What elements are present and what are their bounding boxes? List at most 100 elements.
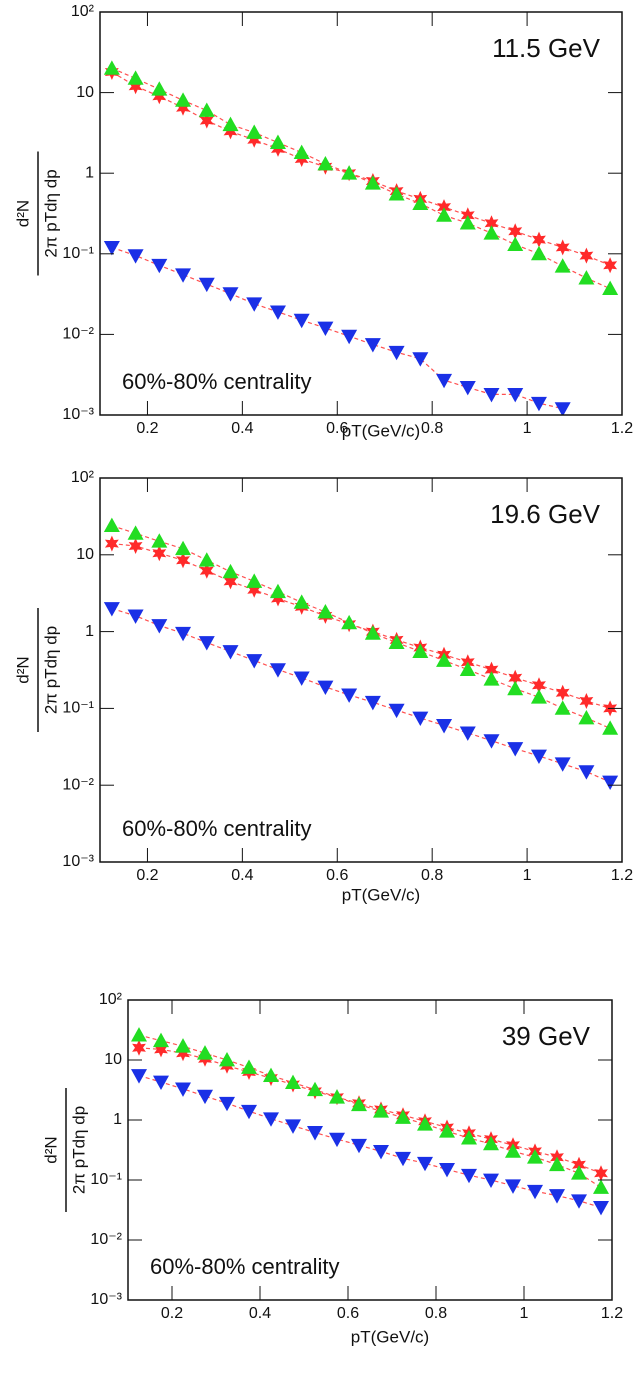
marker — [483, 225, 500, 240]
marker — [341, 329, 358, 345]
marker — [219, 1096, 235, 1112]
y-tick-label: 10⁻³ — [90, 1291, 122, 1308]
marker — [197, 1089, 213, 1105]
marker — [175, 268, 192, 283]
marker — [412, 711, 429, 726]
x-tick-label: 0.2 — [161, 1305, 183, 1322]
marker — [175, 92, 192, 107]
marker — [484, 215, 499, 232]
marker — [293, 313, 310, 329]
marker — [175, 540, 192, 556]
marker — [388, 186, 405, 201]
marker — [530, 689, 547, 704]
marker — [483, 671, 500, 686]
marker — [127, 249, 144, 264]
marker — [151, 619, 168, 634]
marker — [437, 199, 451, 216]
y-label-denominator: 2π pTdη dp — [41, 169, 60, 257]
marker — [554, 258, 571, 273]
marker — [555, 684, 570, 701]
marker — [175, 1082, 191, 1097]
y-axis-label: d²N 2π pTdη dp — [13, 151, 60, 276]
x-tick-label: 0.6 — [326, 867, 348, 884]
marker — [127, 70, 144, 85]
fit-line — [111, 71, 611, 266]
frame — [99, 477, 623, 863]
marker — [571, 1194, 587, 1209]
marker — [351, 1096, 367, 1112]
marker — [176, 552, 190, 569]
marker — [412, 352, 429, 367]
marker — [351, 1138, 367, 1154]
marker — [603, 257, 618, 274]
marker — [554, 757, 571, 772]
x-tick-label: 1 — [523, 420, 532, 437]
marker — [241, 1059, 257, 1074]
marker — [317, 680, 334, 695]
marker — [459, 215, 476, 230]
plot-area — [131, 1027, 609, 1216]
marker — [395, 1151, 411, 1167]
y-tick-label: 10² — [71, 469, 95, 486]
marker — [152, 545, 167, 562]
marker — [263, 1067, 279, 1082]
marker — [222, 563, 239, 579]
marker — [103, 241, 120, 256]
marker — [593, 1200, 609, 1216]
marker — [417, 1116, 433, 1131]
x-axis-label: pT(GeV/c) — [342, 421, 420, 440]
marker — [507, 742, 524, 757]
y-tick-label: 10⁻³ — [62, 406, 94, 423]
marker — [103, 517, 120, 532]
marker — [483, 1173, 499, 1188]
marker — [594, 1165, 608, 1182]
marker — [484, 661, 499, 678]
marker — [579, 247, 594, 264]
marker — [329, 1089, 345, 1104]
marker — [198, 636, 215, 651]
x-tick-label: 0.4 — [249, 1305, 271, 1322]
marker — [269, 305, 286, 320]
x-tick-label: 0.8 — [421, 867, 443, 884]
marker — [128, 78, 143, 95]
x-tick-label: 0.6 — [337, 1305, 359, 1322]
marker — [199, 562, 214, 579]
y-tick-label: 10 — [104, 1051, 122, 1068]
marker — [198, 102, 215, 117]
marker — [341, 165, 358, 180]
marker — [483, 734, 500, 749]
marker — [602, 280, 619, 296]
marker — [198, 552, 215, 567]
y-tick-label: 10⁻² — [62, 776, 94, 793]
x-tick-label: 0.6 — [326, 420, 348, 437]
marker — [388, 634, 405, 649]
x-axis-label: pT(GeV/c) — [342, 885, 420, 904]
y-tick-label: 1 — [113, 1111, 122, 1128]
marker — [285, 1074, 301, 1090]
marker — [364, 175, 381, 190]
x-tick-label: 0.4 — [231, 867, 253, 884]
marker — [388, 703, 405, 719]
marker — [269, 134, 286, 149]
y-tick-label: 10² — [71, 3, 95, 20]
panel-title: 19.6 GeV — [490, 499, 601, 529]
y-tick-label: 10² — [99, 991, 123, 1008]
marker — [341, 688, 358, 703]
marker — [505, 1179, 521, 1194]
fit-line — [111, 246, 563, 410]
marker — [222, 287, 239, 302]
marker — [412, 643, 429, 658]
marker — [103, 602, 120, 617]
marker — [247, 131, 262, 148]
marker — [127, 525, 144, 540]
marker — [151, 81, 168, 96]
marker — [329, 1132, 345, 1148]
y-tick-label: 10⁻³ — [62, 853, 94, 870]
marker — [554, 700, 571, 715]
marker — [578, 270, 595, 285]
marker — [271, 590, 285, 607]
marker — [246, 654, 263, 669]
panel-title: 11.5 GeV — [492, 33, 601, 63]
marker — [285, 1119, 301, 1134]
marker — [307, 1126, 323, 1141]
